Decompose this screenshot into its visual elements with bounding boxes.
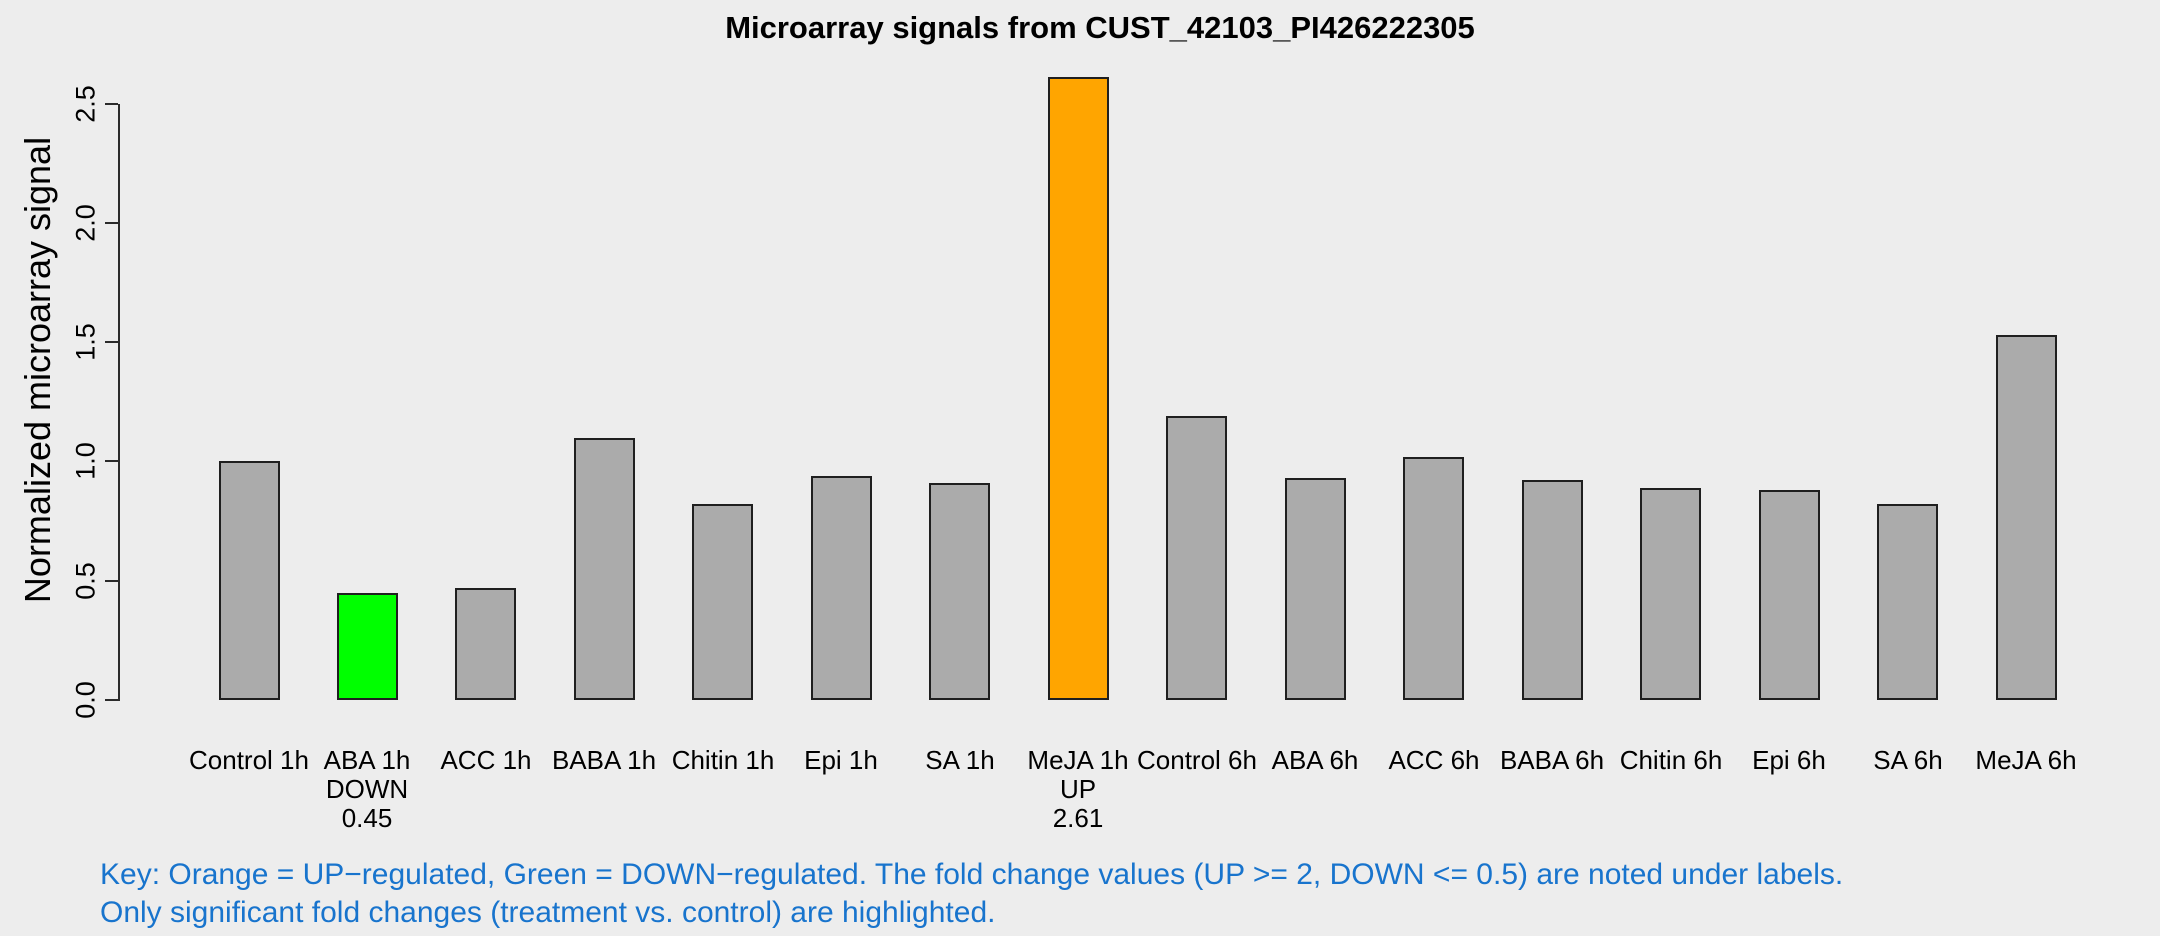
bar-control-1h <box>219 461 280 700</box>
bar-baba-6h <box>1522 480 1583 700</box>
fold-change-annotation-line-2: 2.61 <box>1052 803 1104 833</box>
x-label-text: ACC 1h <box>440 745 532 775</box>
bar-acc-6h <box>1403 457 1464 700</box>
y-tick-label-text: 1.5 <box>70 323 101 361</box>
bar-meja-1h <box>1048 77 1109 700</box>
x-label-baba-1h: BABA 1h <box>529 746 679 775</box>
x-label-aba-6h: ABA 6h <box>1240 746 1390 775</box>
x-label-text: Control 6h <box>1137 745 1257 775</box>
x-label-epi-6h: Epi 6h <box>1714 746 1864 775</box>
bar-sa-1h <box>929 483 990 700</box>
x-label-chitin-1h: Chitin 1h <box>648 746 798 775</box>
x-label-text: MeJA 1h <box>1027 745 1129 775</box>
y-tick-mark-1.0 <box>105 460 118 462</box>
fold-change-annotation-line-1: UP <box>1059 774 1097 804</box>
x-label-text: Epi 6h <box>1752 745 1826 775</box>
key-caption-line-2: Only significant fold changes (treatment… <box>100 896 996 929</box>
x-label-control-1h: Control 1h <box>174 746 324 775</box>
bar-chitin-6h <box>1640 488 1701 700</box>
bar-epi-1h <box>811 476 872 700</box>
fold-change-annotation-line-2: 0.45 <box>341 803 393 833</box>
fold-change-annotation-line-1: DOWN <box>325 774 409 804</box>
x-label-text: Epi 1h <box>804 745 878 775</box>
y-axis-line <box>118 104 120 701</box>
y-tick-label-text: 2.5 <box>70 85 101 123</box>
x-label-text: Control 1h <box>189 745 309 775</box>
x-label-text: MeJA 6h <box>1975 745 2077 775</box>
x-label-text: ABA 1h <box>323 745 411 775</box>
x-label-chitin-6h: Chitin 6h <box>1596 746 1746 775</box>
y-tick-label-text: 2.0 <box>70 204 101 242</box>
bar-aba-1h <box>337 593 398 700</box>
x-label-acc-1h: ACC 1h <box>411 746 561 775</box>
y-tick-mark-0.0 <box>105 699 118 701</box>
key-caption-line-1: Key: Orange = UP−regulated, Green = DOWN… <box>100 858 1844 891</box>
bar-chitin-1h <box>692 504 753 700</box>
x-label-sa-1h: SA 1h <box>885 746 1035 775</box>
x-label-baba-6h: BABA 6h <box>1477 746 1627 775</box>
x-label-control-6h: Control 6h <box>1122 746 1272 775</box>
y-tick-mark-2.5 <box>105 103 118 105</box>
bar-aba-6h <box>1285 478 1346 700</box>
y-tick-mark-1.5 <box>105 341 118 343</box>
bar-baba-1h <box>574 438 635 700</box>
bar-control-6h <box>1166 416 1227 700</box>
x-label-text: BABA 1h <box>551 745 657 775</box>
x-label-text: SA 1h <box>925 745 995 775</box>
x-label-sa-6h: SA 6h <box>1833 746 1983 775</box>
bar-sa-6h <box>1877 504 1938 700</box>
y-tick-label-text: 1.0 <box>70 442 101 480</box>
bar-epi-6h <box>1759 490 1820 700</box>
x-label-text: Chitin 1h <box>671 745 775 775</box>
x-label-text: BABA 6h <box>1499 745 1605 775</box>
x-label-meja-1h: MeJA 1h UP 2.61 <box>1003 746 1153 833</box>
y-tick-label-text: 0.5 <box>70 562 101 600</box>
bar-meja-6h <box>1996 335 2057 700</box>
y-tick-mark-0.5 <box>105 580 118 582</box>
chart-title: Microarray signals from CUST_42103_PI426… <box>725 10 1475 45</box>
x-label-text: ACC 6h <box>1388 745 1480 775</box>
y-tick-label-text: 0.0 <box>70 681 101 719</box>
y-axis-title-text: Normalized microarray signal <box>17 136 58 604</box>
x-label-text: Chitin 6h <box>1619 745 1723 775</box>
x-label-text: ABA 6h <box>1271 745 1359 775</box>
x-label-epi-1h: Epi 1h <box>766 746 916 775</box>
bar-acc-1h <box>455 588 516 700</box>
x-label-aba-1h: ABA 1h DOWN 0.45 <box>292 746 442 833</box>
x-label-text: SA 6h <box>1873 745 1943 775</box>
x-label-meja-6h: MeJA 6h <box>1951 746 2101 775</box>
y-tick-mark-2.0 <box>105 222 118 224</box>
x-label-acc-6h: ACC 6h <box>1359 746 1509 775</box>
